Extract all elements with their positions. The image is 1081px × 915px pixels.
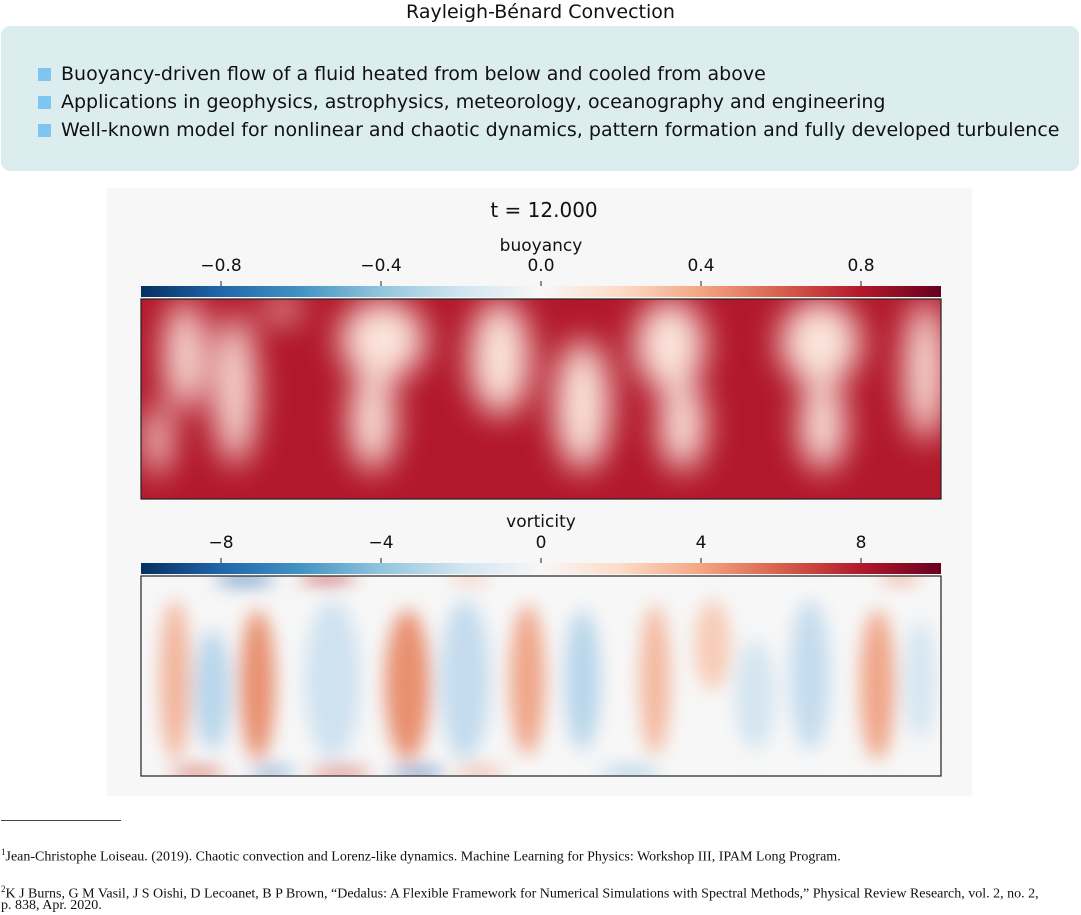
buoyancy-plume xyxy=(470,300,530,415)
vorticity-cell xyxy=(440,600,490,760)
buoyancy-plume xyxy=(265,300,300,320)
footnote-1: 1Jean-Christophe Loiseau. (2019). Chaoti… xyxy=(1,844,841,866)
buoyancy-plume xyxy=(780,300,860,385)
footnote-mark: 2 xyxy=(1,884,6,894)
footnote-text: K J Burns, G M Vasil, J S Oishi, D Lecoa… xyxy=(5,886,1039,902)
buoyancy-tick-label: 0.8 xyxy=(847,256,874,276)
vorticity-cell xyxy=(455,768,505,776)
vorticity-cell xyxy=(160,600,190,760)
bullet-text: Applications in geophysics, astrophysics… xyxy=(61,91,886,113)
buoyancy-plume xyxy=(145,405,170,475)
vorticity-cell xyxy=(880,576,920,582)
vorticity-cell xyxy=(310,768,370,776)
buoyancy-plume xyxy=(350,370,395,470)
vorticity-cell xyxy=(390,768,445,776)
buoyancy-field-frame xyxy=(140,298,942,500)
vorticity-cell xyxy=(860,610,895,760)
buoyancy-plume xyxy=(555,340,610,470)
footnote-text: p. 838, Apr. 2020. xyxy=(1,898,102,913)
buoyancy-plume xyxy=(905,300,941,440)
buoyancy-plume xyxy=(340,300,425,380)
vorticity-cell xyxy=(600,768,660,776)
vorticity-cell xyxy=(170,768,225,776)
buoyancy-plume xyxy=(635,300,705,390)
vorticity-cell xyxy=(695,600,730,690)
buoyancy-tick-label: 0.4 xyxy=(687,256,714,276)
vorticity-cell xyxy=(305,600,360,760)
buoyancy-colorbar-label: buoyancy xyxy=(500,236,583,256)
buoyancy-tick-label: −0.8 xyxy=(200,256,241,276)
vorticity-tick-label: −4 xyxy=(368,533,393,553)
footnote-2: 2K J Burns, G M Vasil, J S Oishi, D Leco… xyxy=(1,881,1039,903)
vorticity-tick-label: −8 xyxy=(208,533,233,553)
vorticity-cell xyxy=(450,576,490,582)
vorticity-cell xyxy=(905,620,935,740)
footnote-2-continued: p. 838, Apr. 2020. xyxy=(1,898,102,914)
buoyancy-plume xyxy=(660,380,705,470)
square-bullet-icon xyxy=(38,124,51,137)
vorticity-field-frame xyxy=(140,575,942,777)
footnote-text: Jean-Christophe Loiseau. (2019). Chaotic… xyxy=(5,849,841,865)
time-label: t = 12.000 xyxy=(490,198,597,222)
vorticity-cell xyxy=(510,605,545,755)
bullet-list: Buoyancy-driven flow of a fluid heated f… xyxy=(38,60,1059,144)
buoyancy-tick-label: 0.0 xyxy=(527,256,554,276)
bullet-item: Applications in geophysics, astrophysics… xyxy=(38,88,1059,116)
bullet-item: Buoyancy-driven flow of a fluid heated f… xyxy=(38,60,1059,88)
vorticity-tick-label: 8 xyxy=(856,533,867,553)
buoyancy-plume xyxy=(215,315,255,465)
vorticity-cell xyxy=(250,768,295,776)
vorticity-cell xyxy=(790,600,830,750)
bullet-text: Buoyancy-driven flow of a fluid heated f… xyxy=(61,63,766,85)
vorticity-colorbar xyxy=(141,563,941,574)
vorticity-cell xyxy=(195,630,230,750)
footnote-rule xyxy=(1,820,121,821)
bullet-item: Well-known model for nonlinear and chaot… xyxy=(38,116,1059,144)
buoyancy-tick-label: −0.4 xyxy=(360,256,401,276)
vorticity-cell xyxy=(385,610,430,760)
vorticity-colorbar-label: vorticity xyxy=(506,512,576,532)
page-title: Rayleigh-Bénard Convection xyxy=(406,1,675,23)
buoyancy-colorbar xyxy=(141,286,941,297)
square-bullet-icon xyxy=(38,68,51,81)
summary-panel xyxy=(1,26,1079,171)
vorticity-cell xyxy=(640,605,670,755)
vorticity-tick-label: 0 xyxy=(536,533,547,553)
vorticity-tick-label: 4 xyxy=(696,533,707,553)
footnote-mark: 1 xyxy=(1,847,6,857)
vorticity-cell xyxy=(215,576,275,584)
buoyancy-plume xyxy=(800,380,845,470)
vorticity-cell xyxy=(300,576,355,583)
vorticity-cell xyxy=(240,610,275,760)
vorticity-cell xyxy=(735,640,775,750)
square-bullet-icon xyxy=(38,96,51,109)
buoyancy-plume xyxy=(165,300,205,410)
bullet-text: Well-known model for nonlinear and chaot… xyxy=(61,119,1060,141)
vorticity-cell xyxy=(565,610,600,750)
